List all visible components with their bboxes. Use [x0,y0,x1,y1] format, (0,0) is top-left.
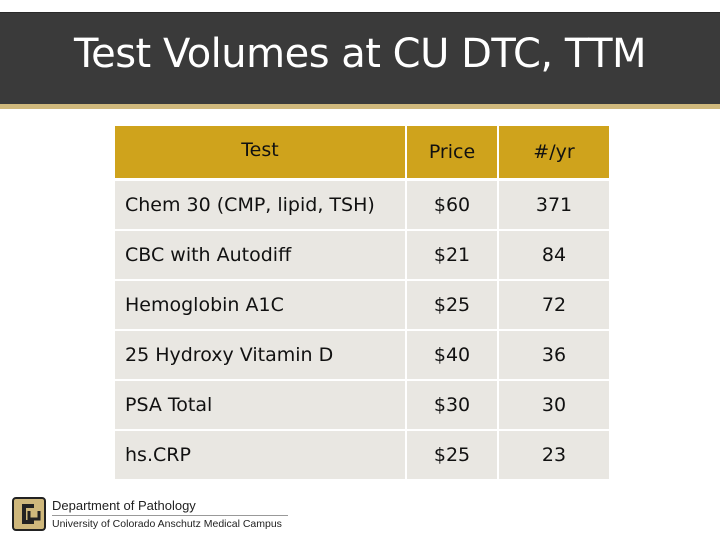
cu-logo-icon [12,497,46,531]
table-row: Hemoglobin A1C $25 72 [115,281,611,331]
volume-cell: 36 [499,331,611,381]
department-logo: Department of Pathology University of Co… [12,497,312,533]
test-name-cell: CBC with Autodiff [115,231,407,281]
volume-cell: 72 [499,281,611,331]
price-cell: $25 [407,281,499,331]
price-cell: $21 [407,231,499,281]
price-cell: $25 [407,431,499,481]
title-bar [0,12,720,105]
test-name-cell: PSA Total [115,381,407,431]
header-price: Price [407,126,499,181]
title-accent-line [0,104,720,109]
department-name: Department of Pathology [52,498,196,513]
table-row: 25 Hydroxy Vitamin D $40 36 [115,331,611,381]
logo-divider [52,515,288,516]
test-name-cell: hs.CRP [115,431,407,481]
price-cell: $30 [407,381,499,431]
volume-cell: 84 [499,231,611,281]
header-volume: #/yr [499,126,611,181]
header-test: Test [115,126,407,181]
table-row: PSA Total $30 30 [115,381,611,431]
volume-cell: 30 [499,381,611,431]
price-cell: $40 [407,331,499,381]
slide-title: Test Volumes at CU DTC, TTM [73,31,647,77]
test-name-cell: Hemoglobin A1C [115,281,407,331]
test-name-cell: Chem 30 (CMP, lipid, TSH) [115,181,407,231]
test-volume-table: Test Price #/yr Chem 30 (CMP, lipid, TSH… [115,126,611,481]
price-cell: $60 [407,181,499,231]
institution-name: University of Colorado Anschutz Medical … [52,518,282,530]
table-row: CBC with Autodiff $21 84 [115,231,611,281]
table-row: hs.CRP $25 23 [115,431,611,481]
test-name-cell: 25 Hydroxy Vitamin D [115,331,407,381]
table-row: Chem 30 (CMP, lipid, TSH) $60 371 [115,181,611,231]
table-header-row: Test Price #/yr [115,126,611,181]
volume-cell: 371 [499,181,611,231]
volume-cell: 23 [499,431,611,481]
